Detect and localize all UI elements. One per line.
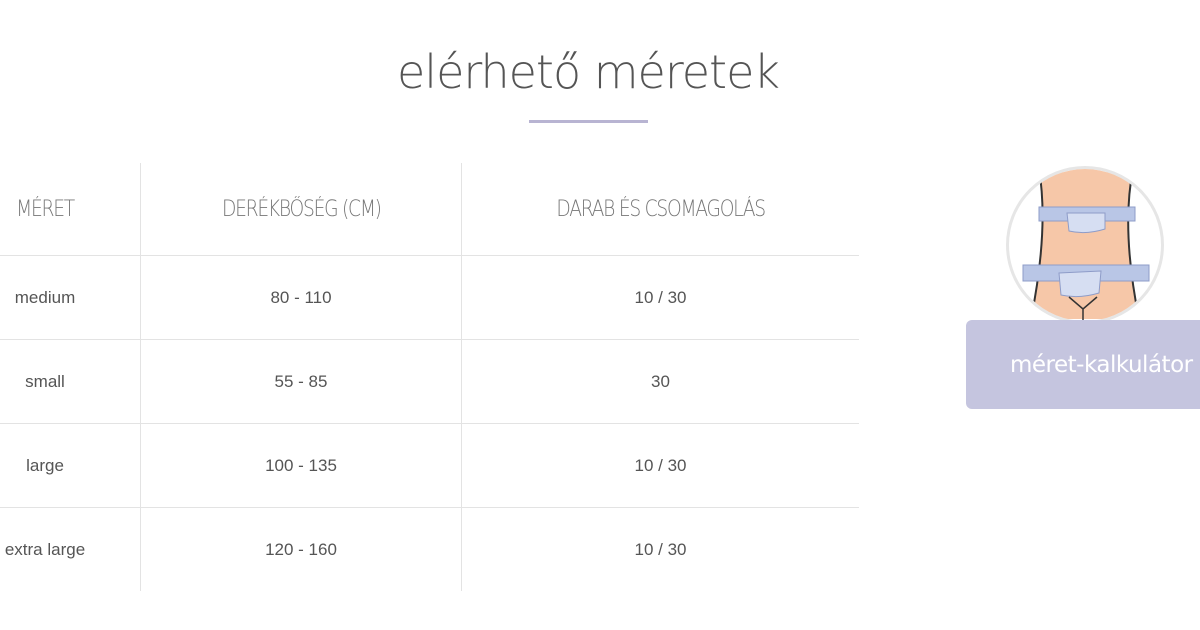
page-title: elérhető méretek	[396, 45, 780, 99]
cell-size: small	[0, 339, 141, 424]
cell-pack: 30	[461, 339, 859, 424]
cell-waist: 80 - 110	[140, 255, 462, 340]
table-header-row: MÉRET DERÉKBŐSÉG (CM) DARAB ÉS CSOMAGOLÁ…	[0, 163, 859, 256]
cell-waist: 120 - 160	[140, 507, 462, 591]
cell-size: extra large	[4, 539, 86, 559]
header-pack: DARAB ÉS CSOMAGOLÁS	[461, 163, 859, 256]
cell-size: medium	[0, 255, 141, 340]
size-table: MÉRET DERÉKBŐSÉG (CM) DARAB ÉS CSOMAGOLÁ…	[0, 163, 859, 591]
size-calculator-button[interactable]: méret-kalkulátor	[966, 320, 1200, 409]
table-row: large 100 - 135 10 / 30	[0, 423, 859, 508]
table-row: small 55 - 85 30	[0, 339, 859, 424]
header-waist: DERÉKBŐSÉG (CM)	[140, 163, 462, 256]
cell-pack: 10 / 30	[461, 423, 859, 508]
cell-pack: 10 / 30	[461, 255, 859, 340]
waist-measuring-tape-icon[interactable]	[1006, 166, 1164, 324]
cell-waist: 55 - 85	[140, 339, 462, 424]
cell-size: large	[0, 423, 141, 508]
table-row: medium 80 - 110 10 / 30	[0, 255, 859, 340]
table-row: extra large 120 - 160 10 / 30	[0, 507, 859, 591]
cell-waist: 100 - 135	[140, 423, 462, 508]
title-underline	[529, 120, 648, 123]
cell-pack: 10 / 30	[461, 507, 859, 591]
header-size: MÉRET	[0, 163, 141, 256]
